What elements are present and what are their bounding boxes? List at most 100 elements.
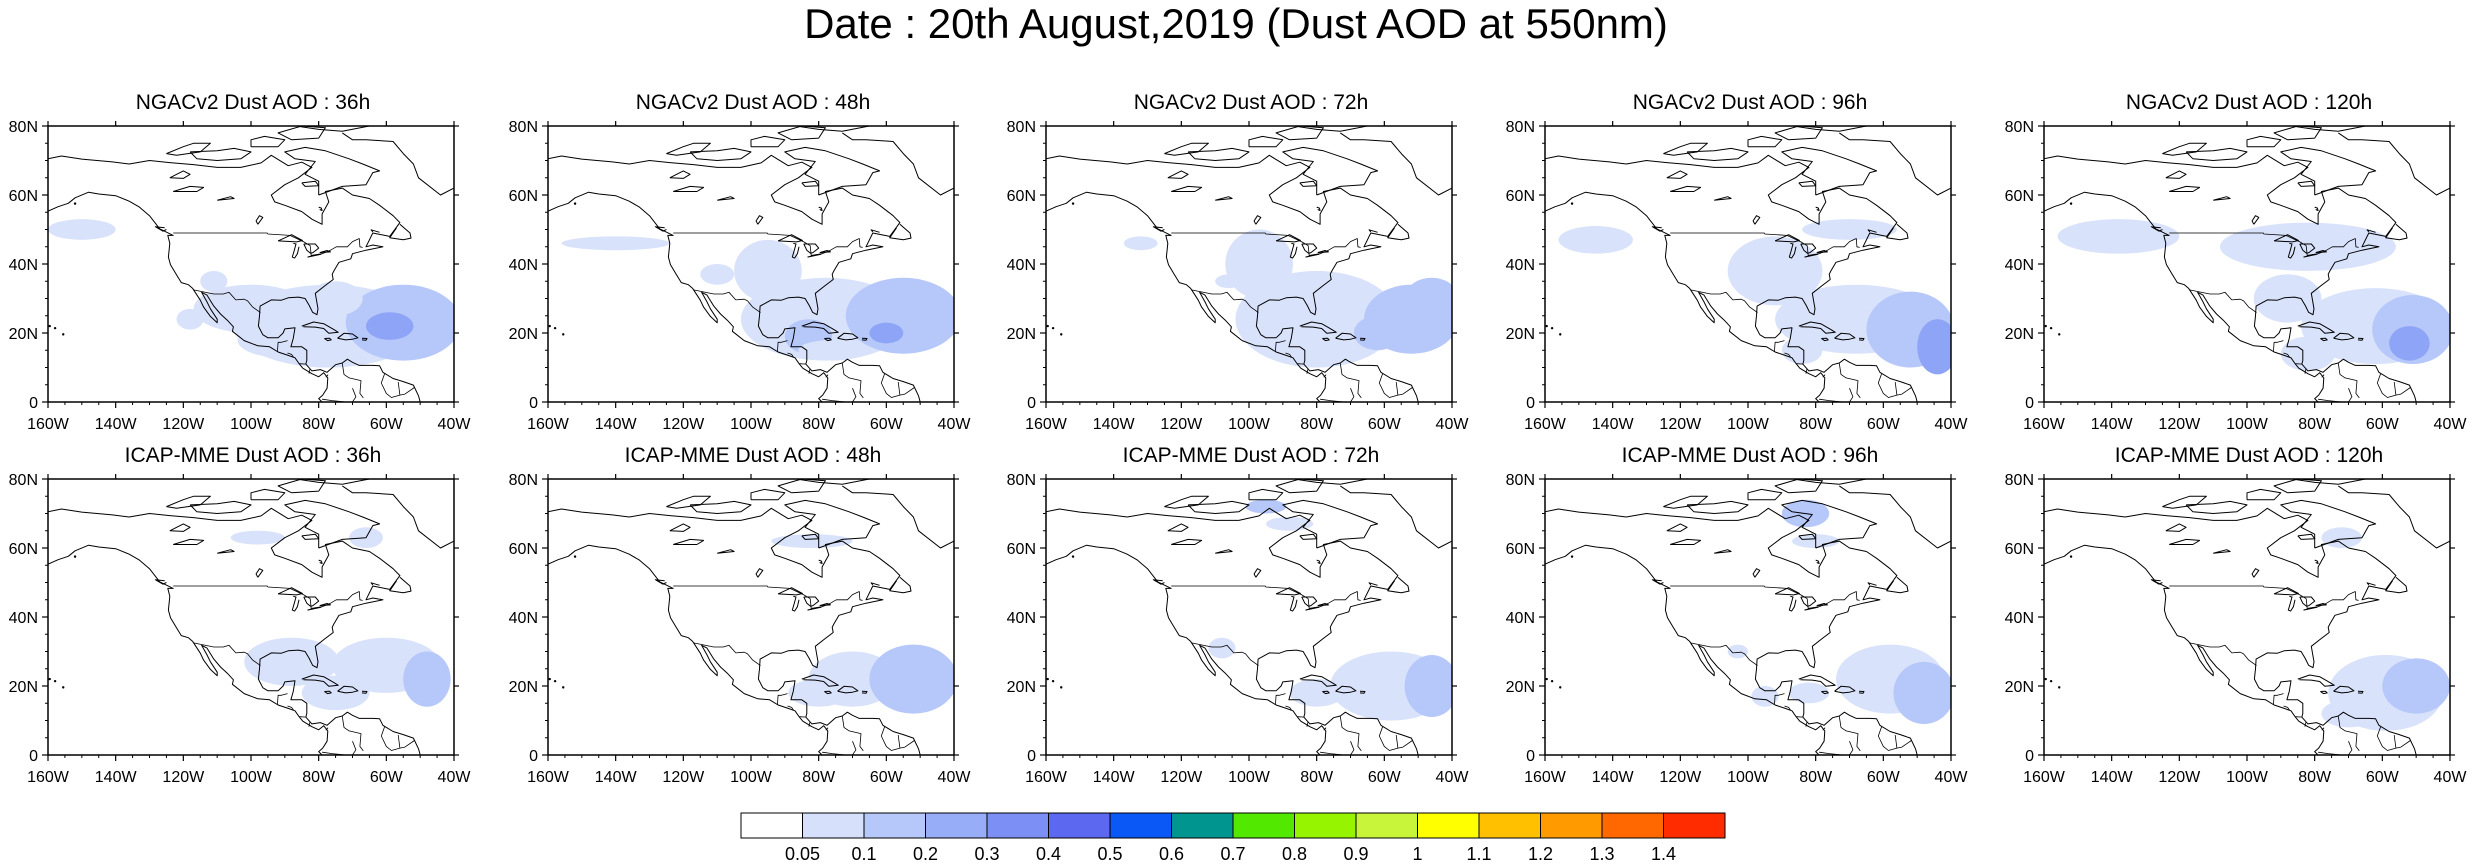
lat-tick-label: 20N (9, 326, 38, 343)
lake-outline (2300, 597, 2315, 606)
islet (548, 325, 550, 327)
coastline (21, 508, 454, 755)
lat-tick-label: 20N (1506, 326, 1535, 343)
central-america-border (809, 369, 810, 374)
central-america-border (1275, 694, 1285, 705)
island-outline (371, 583, 380, 586)
island-outline (251, 136, 285, 146)
island-outline (785, 469, 880, 485)
island-outline (785, 116, 880, 132)
panel-title: NGACv2 Dust AOD : 96h (1547, 88, 1953, 118)
south-america-border (1850, 741, 1853, 755)
lake-outline (1168, 171, 1188, 179)
lon-tick-label: 160W (1025, 769, 1068, 786)
lake-outline (1171, 539, 1201, 544)
lake-outline (2213, 197, 2230, 201)
island-outline (285, 116, 380, 132)
south-america-border (398, 735, 400, 748)
dust-plume (1290, 679, 1344, 707)
coastline (521, 508, 954, 755)
dust-plume (1124, 236, 1158, 250)
lon-tick-label: 80W (1300, 416, 1334, 433)
island-outline (1687, 501, 1748, 513)
south-america-border (1850, 388, 1853, 402)
islet (1571, 555, 1573, 557)
colorbar-label: 0.2 (913, 844, 938, 864)
lake-outline (2169, 539, 2199, 544)
dust-plume (1559, 226, 1633, 254)
dust-plume (2389, 326, 2430, 361)
lon-tick-label: 60W (1867, 416, 1901, 433)
islet (574, 202, 576, 204)
island-outline (1300, 181, 1317, 186)
lon-tick-label: 140W (1592, 769, 1635, 786)
island-outline (1748, 136, 1782, 146)
dust-plume (1405, 278, 1459, 319)
dust-plume (788, 679, 849, 707)
dust-aod-field (771, 534, 957, 713)
plot-frame (548, 479, 954, 755)
lat-tick-label: 80N (1506, 119, 1535, 136)
coastline (2036, 545, 2324, 755)
coastline (1317, 207, 1320, 210)
dust-aod-field (2058, 219, 2454, 371)
coastline (1518, 508, 1951, 755)
lat-tick-label: 0 (2025, 748, 2034, 765)
lat-tick-label: 20N (509, 679, 538, 696)
coastline (319, 560, 322, 563)
colorbar-swatch (1110, 813, 1172, 838)
south-america-border (1340, 363, 1361, 398)
plot-frame (48, 479, 454, 755)
lake-outline (1667, 171, 1687, 179)
dust-plume (1802, 219, 1897, 240)
coastline (1816, 207, 1819, 210)
colorbar-swatch (1602, 813, 1664, 838)
island-outline (1283, 147, 1378, 195)
lon-tick-label: 100W (1727, 416, 1770, 433)
lon-tick-label: 60W (870, 416, 904, 433)
islet (1052, 327, 1054, 329)
islet (48, 678, 50, 680)
lake-outline (2166, 171, 2186, 179)
island-outline (285, 147, 380, 195)
colorbar-label: 0.05 (785, 844, 820, 864)
us-canada-border (1670, 586, 1860, 608)
lat-tick-label: 0 (1027, 395, 1036, 412)
island-outline (2298, 534, 2315, 539)
south-america-border (881, 727, 914, 751)
islet (74, 202, 76, 204)
island-outline (2274, 479, 2321, 493)
islet (1072, 202, 1074, 204)
island-outline (1687, 148, 1748, 160)
south-america-border (381, 727, 414, 751)
south-america-border (1396, 735, 1398, 748)
lon-tick-label: 140W (1093, 769, 1136, 786)
colorbar-label: 0.9 (1343, 844, 1368, 864)
lat-tick-label: 80N (9, 472, 38, 489)
lon-tick-label: 40W (438, 416, 472, 433)
lat-tick-label: 40N (1506, 257, 1535, 274)
central-america-border (1307, 369, 1308, 374)
island-outline (2247, 136, 2281, 146)
lon-tick-label: 120W (1160, 416, 1203, 433)
lake-outline (173, 539, 203, 544)
island-outline (785, 147, 880, 195)
colorbar-swatch (1172, 813, 1234, 838)
lake-outline (1670, 186, 1700, 191)
south-america-border (2349, 741, 2352, 755)
islet (1559, 333, 1561, 335)
islet (2058, 333, 2060, 335)
lon-tick-label: 60W (2366, 416, 2400, 433)
south-america-border (1878, 374, 1911, 398)
islet (2050, 327, 2052, 329)
colorbar-swatch (864, 813, 926, 838)
island-outline (2162, 496, 2206, 508)
dust-plume (366, 312, 413, 340)
dust-aod-field (48, 219, 461, 367)
panel-title: ICAP-MME Dust AOD : 36h (50, 441, 456, 471)
